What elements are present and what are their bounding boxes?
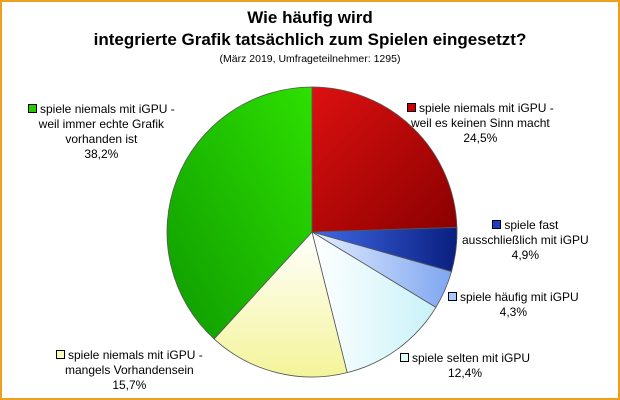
legend-swatch xyxy=(448,292,457,301)
slice-label-almost-exclusively: spiele fast ausschließlich mit iGPU 4,9% xyxy=(462,218,589,262)
slice-label-not-useful: spiele niemals mit iGPU - weil es keinen… xyxy=(407,101,554,146)
legend-swatch xyxy=(492,220,502,229)
chart-title-line2: integrierte Grafik tatsächlich zum Spiel… xyxy=(93,30,527,49)
slice-label-rarely: spiele selten mit iGPU 12,4% xyxy=(400,351,530,381)
legend-swatch xyxy=(407,103,416,112)
slice-dedicated-gpu xyxy=(166,86,313,340)
legend-swatch xyxy=(28,104,37,113)
slice-not-useful xyxy=(311,86,458,233)
legend-swatch xyxy=(400,353,409,362)
chart-subtitle: (März 2019, Umfrageteilnehmer: 1295) xyxy=(219,53,401,65)
legend-swatch xyxy=(56,350,65,359)
slice-not-available xyxy=(213,231,348,378)
slice-label-dedicated-gpu: spiele niemals mit iGPU - weil immer ech… xyxy=(28,102,175,162)
chart-title-line1: Wie häufig wird xyxy=(247,8,373,27)
slice-label-often: spiele häufig mit iGPU 4,3% xyxy=(448,290,579,320)
slice-label-not-available: spiele niemals mit iGPU - mangels Vorhan… xyxy=(56,348,203,393)
slice-rarely xyxy=(311,231,437,374)
